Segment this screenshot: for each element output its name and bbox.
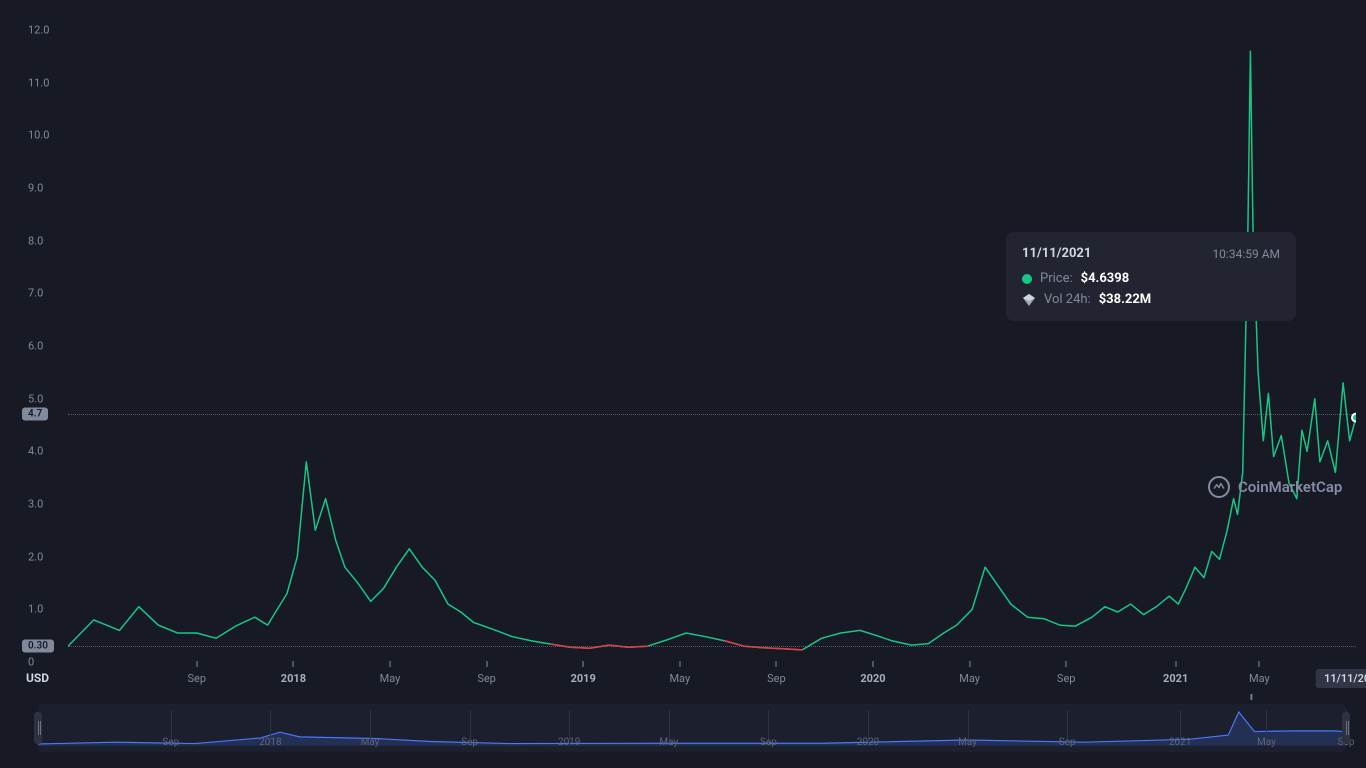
- navigator-label: 2020: [857, 737, 879, 748]
- tooltip-date: 11/11/2021: [1022, 246, 1091, 261]
- navigator-label: May: [1257, 737, 1276, 748]
- watermark-text: CoinMarketCap: [1238, 478, 1342, 496]
- y-axis-label: 9.0: [28, 182, 43, 195]
- y-axis-label: 1.0: [28, 603, 43, 616]
- tooltip-vol-value: $38.22M: [1099, 292, 1151, 307]
- tooltip-price-label: Price:: [1040, 271, 1073, 286]
- coinmarketcap-watermark: CoinMarketCap: [1208, 476, 1342, 498]
- y-axis-label: 11.0: [28, 76, 49, 89]
- navigator-label: Sep: [1059, 737, 1076, 748]
- y-axis-label: 8.0: [28, 234, 43, 247]
- tooltip-time: 10:34:59 AM: [1212, 247, 1280, 261]
- currency-label: USD: [26, 671, 49, 685]
- tooltip-price-value: $4.6398: [1081, 271, 1130, 286]
- navigator-label: 2021: [1169, 737, 1191, 748]
- navigator-label: Sep: [162, 737, 179, 748]
- price-dot-icon: [1022, 274, 1032, 284]
- y-axis-label: 2.0: [28, 550, 43, 563]
- coinmarketcap-logo-icon: [1208, 476, 1230, 498]
- y-axis-label: 12.0: [28, 24, 49, 37]
- tooltip-vol-label: Vol 24h:: [1044, 292, 1091, 307]
- y-axis-label: 3.0: [28, 498, 43, 511]
- navigator-label: Sep: [760, 737, 777, 748]
- y-axis-label: 7.0: [28, 287, 43, 300]
- start-price-badge: 0.30: [22, 640, 54, 653]
- navigator-label: Sep: [461, 737, 478, 748]
- navigator-label: May: [958, 737, 977, 748]
- navigator-label: 2018: [259, 737, 281, 748]
- y-axis-label: 0: [28, 656, 34, 669]
- volume-diamond-icon: [1022, 293, 1036, 307]
- y-axis-label: 5.0: [28, 392, 43, 405]
- y-axis-label: 10.0: [28, 129, 49, 142]
- navigator-canvas[interactable]: [38, 704, 1346, 752]
- navigator-handle-left[interactable]: [34, 712, 42, 744]
- chart-canvas[interactable]: [68, 10, 1356, 700]
- price-chart[interactable]: 0 1.0 2.0 3.0 4.0 5.0 6.0 7.0 8.0 9.0 10.0 11.0 12.0…: [20, 10, 1356, 758]
- navigator-label: May: [361, 737, 380, 748]
- navigator-label: May: [659, 737, 678, 748]
- navigator-label: 2019: [558, 737, 580, 748]
- y-axis-label: 4.0: [28, 445, 43, 458]
- navigator-handle-right[interactable]: [1342, 712, 1350, 744]
- time-range-navigator[interactable]: Sep 2018 May Sep 2019 May Sep 2020 May Sep 2021 May…: [38, 704, 1346, 752]
- y-axis-label: 6.0: [28, 340, 43, 353]
- price-tooltip: 11/11/2021 10:34:59 AM Price: $4.6398 Vo…: [1006, 232, 1296, 321]
- current-price-badge: 4.7: [22, 408, 48, 421]
